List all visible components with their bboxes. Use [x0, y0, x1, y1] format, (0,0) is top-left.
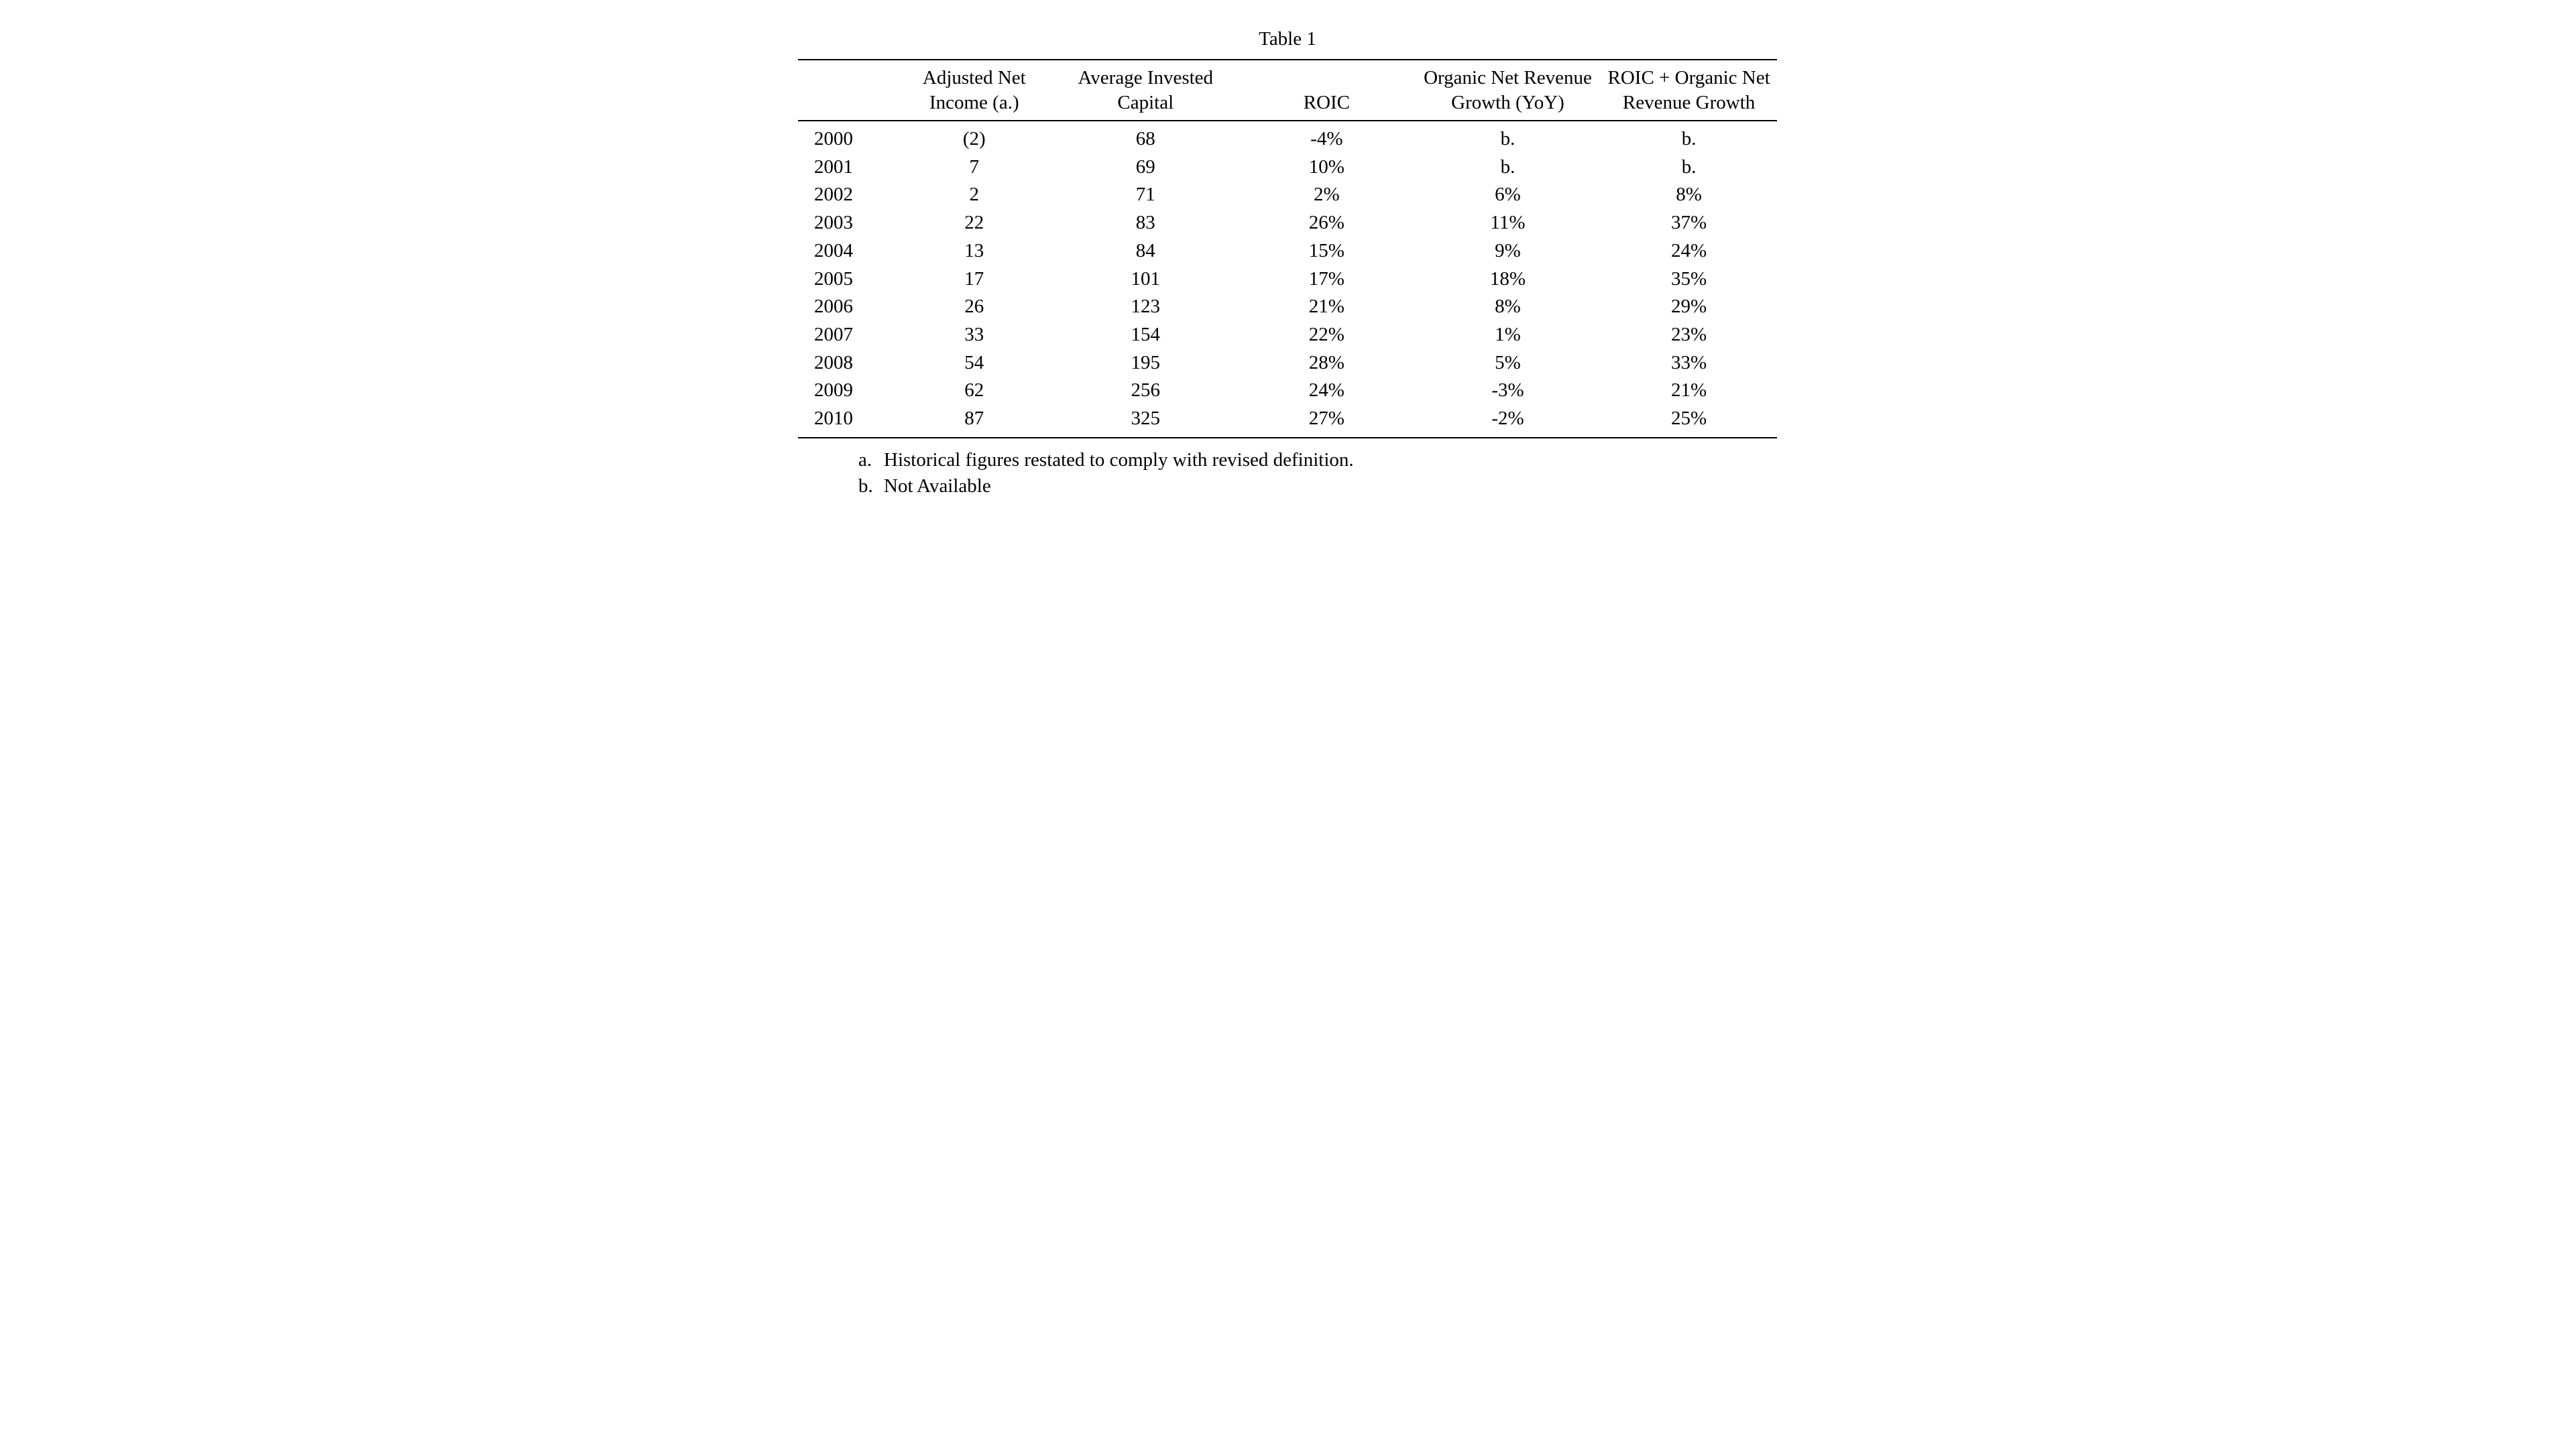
cell-roic: 24%: [1239, 377, 1415, 405]
footnote-text: Historical figures restated to comply wi…: [884, 448, 1354, 473]
cell-avg-inv-capital: 71: [1053, 181, 1239, 209]
cell-avg-inv-capital: 101: [1053, 265, 1239, 294]
table-1-container: Table 1 Adjusted Net Income (a.) Average…: [798, 27, 1777, 499]
cell-year: 2005: [798, 265, 896, 294]
cell-avg-inv-capital: 84: [1053, 237, 1239, 265]
cell-organic-growth: b.: [1415, 121, 1601, 154]
footnote-text: Not Available: [884, 474, 991, 499]
cell-adj-net-income: 33: [896, 321, 1053, 349]
col-header-roic-plus-growth: ROIC + Organic Net Revenue Growth: [1601, 60, 1777, 121]
cell-avg-inv-capital: 68: [1053, 121, 1239, 154]
cell-roic: 27%: [1239, 405, 1415, 438]
table-row: 2003 22 83 26% 11% 37%: [798, 209, 1777, 237]
cell-year: 2009: [798, 377, 896, 405]
cell-organic-growth: 6%: [1415, 181, 1601, 209]
cell-roic: 21%: [1239, 293, 1415, 321]
cell-year: 2006: [798, 293, 896, 321]
cell-adj-net-income: 13: [896, 237, 1053, 265]
cell-roic-plus-growth: 24%: [1601, 237, 1777, 265]
cell-roic-plus-growth: 29%: [1601, 293, 1777, 321]
cell-avg-inv-capital: 195: [1053, 349, 1239, 377]
table-row: 2007 33 154 22% 1% 23%: [798, 321, 1777, 349]
cell-adj-net-income: 17: [896, 265, 1053, 294]
table-row: 2004 13 84 15% 9% 24%: [798, 237, 1777, 265]
cell-organic-growth: 8%: [1415, 293, 1601, 321]
cell-roic-plus-growth: b.: [1601, 154, 1777, 182]
cell-roic: 22%: [1239, 321, 1415, 349]
cell-roic: 10%: [1239, 154, 1415, 182]
cell-roic-plus-growth: 37%: [1601, 209, 1777, 237]
cell-roic-plus-growth: 35%: [1601, 265, 1777, 294]
cell-avg-inv-capital: 256: [1053, 377, 1239, 405]
cell-year: 2008: [798, 349, 896, 377]
cell-roic: 17%: [1239, 265, 1415, 294]
cell-roic-plus-growth: 23%: [1601, 321, 1777, 349]
cell-adj-net-income: 7: [896, 154, 1053, 182]
col-header-avg-inv-capital: Average Invested Capital: [1053, 60, 1239, 121]
col-header-adj-net-income: Adjusted Net Income (a.): [896, 60, 1053, 121]
footnote-a: a. Historical figures restated to comply…: [858, 448, 1777, 473]
cell-roic-plus-growth: 25%: [1601, 405, 1777, 438]
cell-organic-growth: 18%: [1415, 265, 1601, 294]
cell-avg-inv-capital: 83: [1053, 209, 1239, 237]
cell-organic-growth: 5%: [1415, 349, 1601, 377]
table-row: 2006 26 123 21% 8% 29%: [798, 293, 1777, 321]
cell-roic: 15%: [1239, 237, 1415, 265]
cell-adj-net-income: 62: [896, 377, 1053, 405]
table-row: 2008 54 195 28% 5% 33%: [798, 349, 1777, 377]
cell-adj-net-income: 54: [896, 349, 1053, 377]
cell-roic: 28%: [1239, 349, 1415, 377]
cell-organic-growth: 9%: [1415, 237, 1601, 265]
cell-avg-inv-capital: 154: [1053, 321, 1239, 349]
cell-organic-growth: 1%: [1415, 321, 1601, 349]
table-caption: Table 1: [798, 27, 1777, 52]
cell-year: 2010: [798, 405, 896, 438]
cell-year: 2002: [798, 181, 896, 209]
cell-organic-growth: -2%: [1415, 405, 1601, 438]
footnote-marker: a.: [858, 448, 874, 473]
cell-year: 2007: [798, 321, 896, 349]
cell-year: 2003: [798, 209, 896, 237]
table-row: 2002 2 71 2% 6% 8%: [798, 181, 1777, 209]
cell-adj-net-income: 26: [896, 293, 1053, 321]
cell-organic-growth: b.: [1415, 154, 1601, 182]
cell-roic: 2%: [1239, 181, 1415, 209]
cell-avg-inv-capital: 123: [1053, 293, 1239, 321]
cell-year: 2000: [798, 121, 896, 154]
col-header-roic: ROIC: [1239, 60, 1415, 121]
table-row: 2000 (2) 68 -4% b. b.: [798, 121, 1777, 154]
cell-adj-net-income: 87: [896, 405, 1053, 438]
cell-roic-plus-growth: 21%: [1601, 377, 1777, 405]
footnote-b: b. Not Available: [858, 474, 1777, 499]
table-row: 2001 7 69 10% b. b.: [798, 154, 1777, 182]
col-header-year: [798, 60, 896, 121]
footnote-marker: b.: [858, 474, 874, 499]
cell-roic: 26%: [1239, 209, 1415, 237]
cell-organic-growth: -3%: [1415, 377, 1601, 405]
table-footnotes: a. Historical figures restated to comply…: [798, 448, 1777, 499]
table-row: 2005 17 101 17% 18% 35%: [798, 265, 1777, 294]
cell-roic-plus-growth: 8%: [1601, 181, 1777, 209]
cell-adj-net-income: 22: [896, 209, 1053, 237]
table-body: 2000 (2) 68 -4% b. b. 2001 7 69 10% b. b…: [798, 121, 1777, 438]
cell-avg-inv-capital: 69: [1053, 154, 1239, 182]
cell-year: 2004: [798, 237, 896, 265]
cell-roic-plus-growth: 33%: [1601, 349, 1777, 377]
table-row: 2009 62 256 24% -3% 21%: [798, 377, 1777, 405]
cell-organic-growth: 11%: [1415, 209, 1601, 237]
cell-roic: -4%: [1239, 121, 1415, 154]
financial-table: Adjusted Net Income (a.) Average Investe…: [798, 59, 1777, 438]
cell-year: 2001: [798, 154, 896, 182]
cell-avg-inv-capital: 325: [1053, 405, 1239, 438]
cell-adj-net-income: (2): [896, 121, 1053, 154]
table-header-row: Adjusted Net Income (a.) Average Investe…: [798, 60, 1777, 121]
table-row: 2010 87 325 27% -2% 25%: [798, 405, 1777, 438]
col-header-organic-growth: Organic Net Revenue Growth (YoY): [1415, 60, 1601, 121]
cell-adj-net-income: 2: [896, 181, 1053, 209]
cell-roic-plus-growth: b.: [1601, 121, 1777, 154]
